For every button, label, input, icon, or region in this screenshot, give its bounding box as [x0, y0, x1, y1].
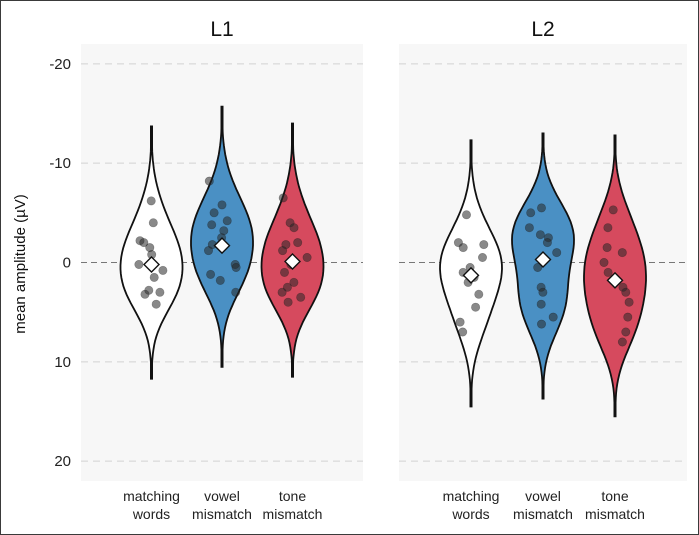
data-point	[474, 289, 484, 299]
data-point	[603, 223, 613, 233]
data-point	[471, 302, 481, 312]
data-point	[458, 243, 468, 253]
data-point	[134, 259, 144, 269]
y-axis-title: mean amplitude (µV)	[12, 194, 29, 334]
data-point	[293, 238, 303, 248]
mean-diamond	[284, 253, 301, 270]
data-point	[535, 230, 545, 240]
data-point	[151, 299, 161, 309]
data-point	[278, 193, 288, 203]
category-label: matching	[123, 488, 180, 504]
data-point	[624, 297, 634, 307]
data-point	[602, 243, 612, 253]
data-point	[461, 210, 471, 220]
mean-diamond	[213, 237, 231, 255]
data-point	[207, 220, 217, 230]
data-point	[149, 272, 159, 282]
category-label: mismatch	[585, 506, 645, 522]
data-point	[231, 262, 241, 272]
y-tick-label: 20	[54, 453, 71, 470]
data-point	[524, 223, 534, 233]
category-label: mismatch	[513, 506, 573, 522]
data-point	[222, 216, 232, 226]
data-point	[209, 208, 219, 218]
mean-diamond	[462, 266, 480, 284]
mean-diamond	[534, 251, 552, 269]
category-label: vowel	[525, 488, 561, 504]
mean-diamond	[606, 271, 624, 289]
y-tick-label: 0	[63, 255, 71, 272]
data-point	[289, 223, 299, 233]
data-point	[277, 287, 287, 297]
data-point	[548, 312, 558, 322]
data-point	[526, 208, 536, 218]
data-point	[289, 277, 299, 287]
data-point	[542, 238, 552, 248]
category-label: mismatch	[192, 506, 252, 522]
data-point	[536, 319, 546, 329]
data-point	[302, 253, 312, 263]
panel-title: L2	[531, 18, 554, 41]
data-point	[621, 327, 631, 337]
data-point	[536, 203, 546, 213]
data-point	[217, 200, 227, 210]
data-point	[283, 297, 293, 307]
data-point	[617, 248, 627, 258]
category-label: words	[451, 506, 489, 522]
data-point	[278, 246, 288, 256]
violin-l1-2	[260, 122, 325, 378]
data-point	[231, 287, 241, 297]
data-point	[621, 287, 631, 297]
data-point	[455, 317, 465, 327]
category-label: tone	[279, 488, 306, 504]
panel-l2: L2 matching words vowel mismatch tone mismatch	[399, 18, 687, 522]
mean-diamond	[143, 255, 160, 273]
data-point	[552, 248, 562, 258]
panel-l1: L1 matching words vowel mismatch tone mismatch	[81, 18, 363, 522]
y-tick-label: -10	[49, 155, 71, 172]
data-point	[204, 246, 214, 256]
data-point	[608, 205, 618, 215]
data-point	[623, 312, 633, 322]
data-point	[533, 262, 543, 272]
data-point	[158, 265, 168, 275]
data-point	[458, 327, 468, 337]
data-point	[603, 267, 613, 277]
data-point	[538, 287, 548, 297]
data-point	[215, 275, 225, 285]
category-label: tone	[601, 488, 628, 504]
y-tick-label: 10	[54, 354, 71, 371]
data-point	[479, 240, 489, 250]
data-point	[206, 269, 216, 279]
data-point	[146, 196, 156, 206]
data-point	[148, 218, 158, 228]
data-point	[140, 289, 150, 299]
data-point	[204, 176, 214, 186]
data-point	[282, 282, 292, 292]
data-point	[155, 287, 165, 297]
data-point	[296, 292, 306, 302]
y-tick-label: -20	[49, 56, 71, 73]
data-point	[279, 267, 289, 277]
panels-layer: L1 matching words vowel mismatch tone mismatch…	[49, 18, 687, 522]
category-label: vowel	[204, 488, 240, 504]
data-point	[139, 238, 149, 248]
data-point	[617, 337, 627, 347]
data-point	[536, 299, 546, 309]
category-label: matching	[443, 488, 500, 504]
data-point	[477, 253, 487, 263]
panel-title: L1	[210, 18, 233, 41]
category-label: words	[132, 506, 170, 522]
data-point	[599, 257, 609, 267]
category-label: mismatch	[263, 506, 323, 522]
